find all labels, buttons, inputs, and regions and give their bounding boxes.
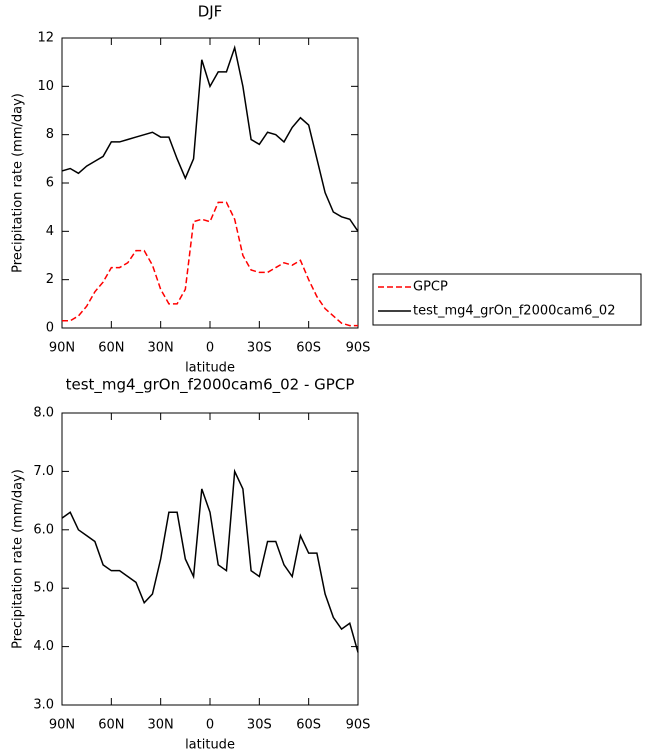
- y-axis-label: Precipitation rate (mm/day): [11, 93, 26, 273]
- x-tick-label: 60S: [296, 718, 321, 733]
- x-tick-label: 90S: [346, 341, 371, 356]
- legend-label: test_mg4_grOn_f2000cam6_02: [413, 304, 615, 319]
- y-tick-label: 4: [46, 224, 54, 239]
- x-tick-label: 0: [206, 341, 214, 356]
- x-tick-label: 30S: [247, 341, 272, 356]
- x-axis-label: latitude: [185, 738, 235, 753]
- y-tick-label: 12: [37, 31, 54, 46]
- x-tick-label: 90N: [49, 718, 75, 733]
- x-tick-label: 0: [206, 718, 214, 733]
- y-axis-label: Precipitation rate (mm/day): [11, 469, 26, 649]
- x-tick-label: 90N: [49, 341, 75, 356]
- x-tick-label: 30S: [247, 718, 272, 733]
- chart-title: test_mg4_grOn_f2000cam6_02 - GPCP: [66, 376, 355, 395]
- x-tick-label: 60N: [98, 341, 124, 356]
- y-tick-label: 6: [46, 176, 54, 191]
- y-tick-label: 0: [46, 321, 54, 336]
- y-tick-label: 6.0: [33, 522, 54, 537]
- y-tick-label: 5.0: [33, 581, 54, 596]
- y-tick-label: 10: [37, 79, 54, 94]
- y-tick-label: 8.0: [33, 406, 54, 421]
- x-axis-label: latitude: [185, 361, 235, 376]
- x-tick-label: 30N: [148, 718, 174, 733]
- plot-frame: [61, 37, 359, 329]
- chart-title: DJF: [198, 3, 223, 21]
- data-line: [61, 468, 359, 653]
- x-tick-label: 60N: [98, 718, 124, 733]
- x-tick-label: 90S: [346, 718, 371, 733]
- legend-box: [372, 273, 642, 326]
- data-line: [61, 44, 359, 232]
- data-line: [62, 201, 358, 327]
- x-tick-label: 30N: [148, 341, 174, 356]
- y-tick-label: 2: [46, 272, 54, 287]
- y-tick-label: 4.0: [33, 639, 54, 654]
- y-tick-label: 7.0: [33, 464, 54, 479]
- plot-frame: [61, 412, 359, 706]
- y-tick-label: 3.0: [33, 698, 54, 713]
- x-tick-label: 60S: [296, 341, 321, 356]
- y-tick-label: 8: [46, 127, 54, 142]
- legend-label: GPCP: [413, 280, 448, 295]
